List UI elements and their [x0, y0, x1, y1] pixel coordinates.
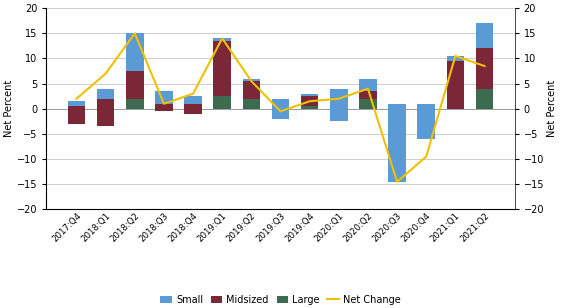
Bar — [447, 61, 464, 109]
Bar — [97, 99, 114, 126]
Bar — [214, 41, 231, 96]
Bar — [272, 109, 289, 119]
Bar — [388, 109, 406, 111]
Bar — [242, 79, 260, 81]
Bar — [155, 109, 173, 111]
Bar — [301, 94, 319, 96]
Bar — [330, 89, 347, 101]
Bar — [68, 109, 85, 124]
Bar — [214, 38, 231, 41]
Bar — [301, 94, 319, 106]
Bar — [417, 104, 435, 139]
Bar — [388, 104, 406, 182]
Bar — [359, 99, 376, 109]
Bar — [155, 91, 173, 104]
Bar — [272, 99, 289, 119]
Bar — [330, 101, 347, 109]
Bar — [185, 104, 202, 114]
Bar — [272, 99, 289, 119]
Bar — [330, 89, 347, 121]
Bar — [68, 101, 85, 106]
Bar — [185, 109, 202, 114]
Legend: Small, Midsized, Large, Net Change: Small, Midsized, Large, Net Change — [157, 291, 404, 308]
Bar — [126, 71, 144, 99]
Bar — [417, 109, 435, 111]
Bar — [97, 89, 114, 99]
Bar — [185, 96, 202, 104]
Bar — [447, 56, 464, 61]
Bar — [155, 91, 173, 111]
Y-axis label: Net Percent: Net Percent — [4, 80, 14, 137]
Bar — [126, 33, 144, 71]
Bar — [476, 23, 493, 89]
Y-axis label: Net Percent: Net Percent — [547, 80, 557, 137]
Bar — [388, 104, 406, 111]
Bar — [97, 109, 114, 126]
Bar — [476, 23, 493, 48]
Bar — [359, 79, 376, 91]
Bar — [359, 91, 376, 99]
Bar — [242, 99, 260, 109]
Bar — [126, 99, 144, 109]
Bar — [242, 79, 260, 99]
Bar — [68, 106, 85, 124]
Bar — [301, 106, 319, 109]
Bar — [476, 89, 493, 109]
Bar — [214, 96, 231, 109]
Bar — [417, 104, 435, 111]
